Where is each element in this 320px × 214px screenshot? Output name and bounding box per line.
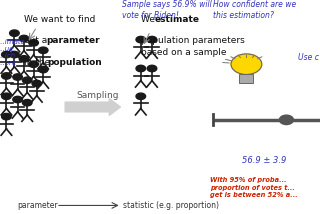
Text: With 95% of proba...
proportion of votes t...
get is between 52% a...: With 95% of proba... proportion of votes… bbox=[210, 177, 297, 198]
Circle shape bbox=[38, 66, 48, 73]
Circle shape bbox=[22, 77, 32, 83]
Circle shape bbox=[10, 51, 19, 58]
Circle shape bbox=[38, 47, 48, 54]
Bar bbox=[239, 74, 253, 83]
Circle shape bbox=[10, 30, 19, 36]
Text: 56.9 ± 3.9: 56.9 ± 3.9 bbox=[242, 156, 286, 165]
Circle shape bbox=[147, 36, 157, 43]
Text: in the: in the bbox=[24, 58, 53, 67]
Circle shape bbox=[136, 93, 146, 100]
Text: We: We bbox=[141, 15, 158, 24]
Circle shape bbox=[32, 80, 42, 87]
Text: We want to find: We want to find bbox=[24, 15, 95, 24]
Text: Sample says 56.9% will
vote for Biden!: Sample says 56.9% will vote for Biden! bbox=[122, 0, 211, 20]
Text: How confident are we
this estimation?: How confident are we this estimation? bbox=[213, 0, 296, 20]
Text: parameter: parameter bbox=[18, 201, 58, 210]
Text: out a: out a bbox=[24, 36, 50, 45]
Circle shape bbox=[136, 65, 146, 72]
Circle shape bbox=[2, 51, 11, 58]
Circle shape bbox=[13, 74, 22, 80]
Circle shape bbox=[29, 61, 38, 67]
Circle shape bbox=[231, 54, 262, 74]
Text: parameter: parameter bbox=[47, 36, 100, 45]
Circle shape bbox=[2, 93, 11, 100]
Text: Sampling: Sampling bbox=[76, 91, 119, 100]
Text: statistic (e.g. proportion): statistic (e.g. proportion) bbox=[123, 201, 219, 210]
Circle shape bbox=[19, 56, 29, 62]
FancyArrowPatch shape bbox=[65, 99, 120, 115]
Circle shape bbox=[19, 35, 29, 42]
Circle shape bbox=[2, 73, 11, 79]
Text: population parameters
based on a sample: population parameters based on a sample bbox=[141, 36, 244, 57]
Text: Use c: Use c bbox=[298, 53, 319, 62]
Circle shape bbox=[279, 115, 293, 125]
Circle shape bbox=[2, 113, 11, 120]
Circle shape bbox=[147, 65, 157, 72]
Circle shape bbox=[136, 36, 146, 43]
Text: estimate: estimate bbox=[154, 15, 199, 24]
Circle shape bbox=[13, 96, 22, 103]
Circle shape bbox=[29, 40, 38, 46]
Text: ...imate
...ue
...ich
...ore: ...imate ...ue ...ich ...ore bbox=[0, 39, 25, 65]
Circle shape bbox=[22, 100, 32, 106]
Text: population: population bbox=[47, 58, 102, 67]
